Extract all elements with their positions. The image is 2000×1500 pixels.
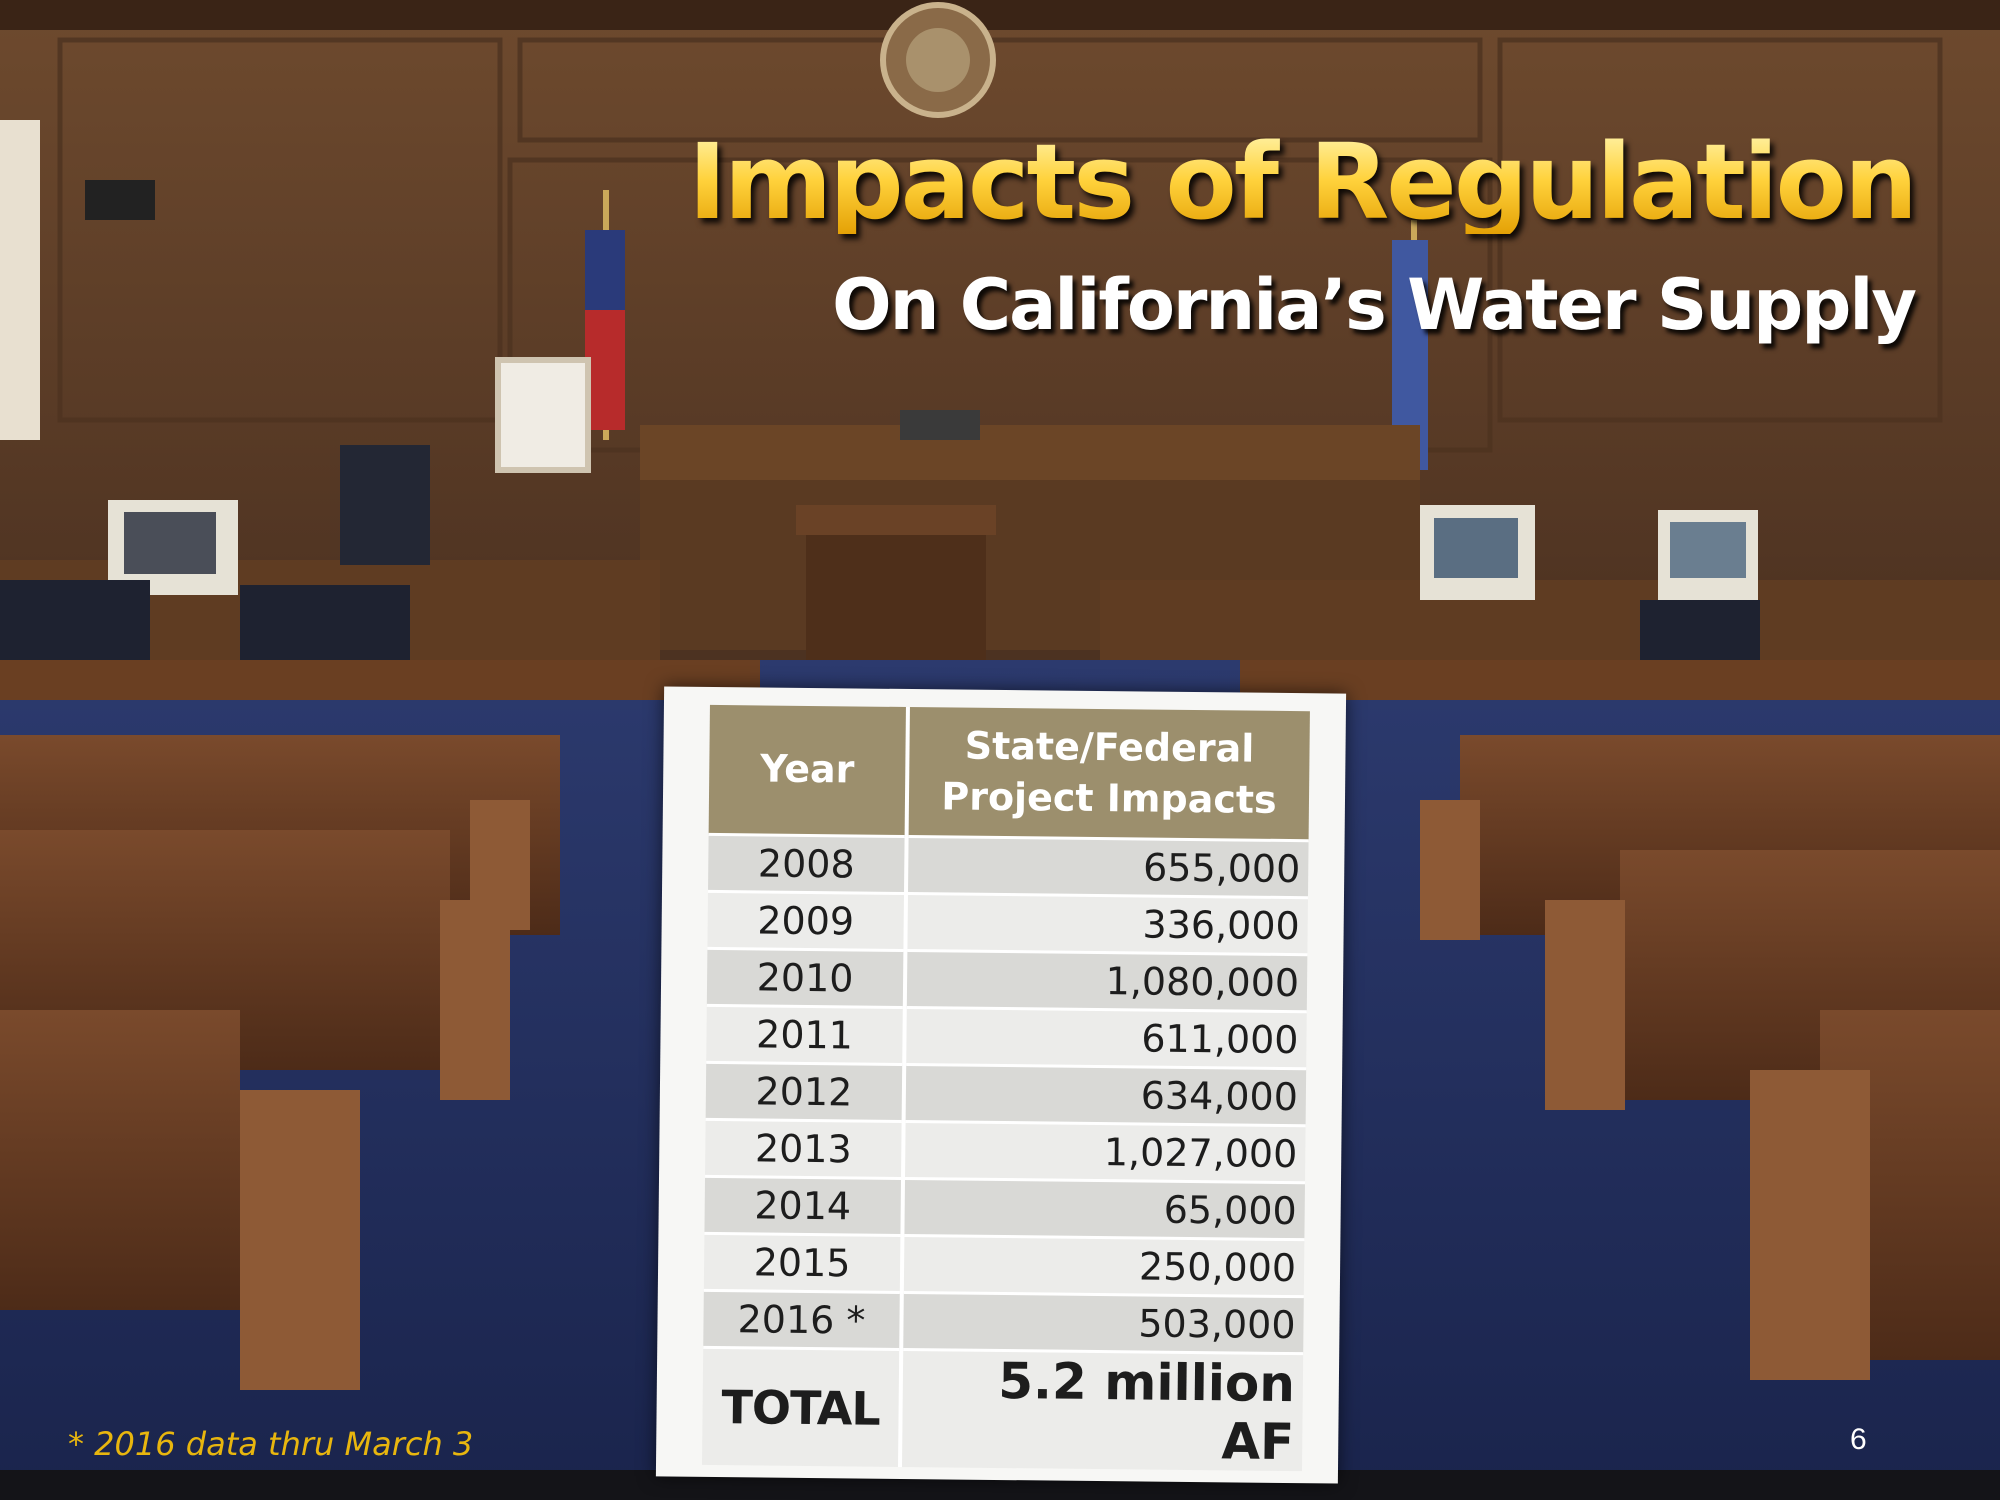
- table-row: 2015 250,000: [703, 1233, 1305, 1297]
- table-total-row: TOTAL 5.2 million AF: [702, 1347, 1304, 1472]
- impact-cell: 655,000: [906, 836, 1309, 898]
- table-row: 2010 1,080,000: [706, 948, 1308, 1012]
- impact-cell: 336,000: [905, 893, 1308, 955]
- table-row: 2008 655,000: [708, 834, 1309, 898]
- impact-cell: 611,000: [904, 1007, 1307, 1069]
- year-cell: 2012: [705, 1062, 905, 1122]
- table-row: 2011 611,000: [706, 1005, 1307, 1069]
- footnote: * 2016 data thru March 3: [68, 1425, 474, 1463]
- impact-cell: 250,000: [901, 1235, 1305, 1297]
- table-row: 2014 65,000: [704, 1176, 1305, 1240]
- total-label: TOTAL: [702, 1347, 902, 1467]
- impacts-table: Year State/Federal Project Impacts 2008 …: [702, 704, 1310, 1472]
- table-row: 2013 1,027,000: [705, 1119, 1306, 1183]
- table-card: Year State/Federal Project Impacts 2008 …: [655, 686, 1347, 1484]
- table-header-row: Year State/Federal Project Impacts: [708, 704, 1310, 841]
- year-cell: 2011: [706, 1005, 905, 1065]
- table-row: 2009 336,000: [707, 891, 1308, 955]
- year-cell: 2009: [707, 891, 907, 951]
- year-cell: 2013: [705, 1119, 904, 1179]
- year-cell: 2008: [708, 834, 907, 894]
- year-cell: 2016 *: [703, 1290, 902, 1350]
- column-header-year: Year: [708, 704, 908, 837]
- total-value: 5.2 million AF: [899, 1349, 1304, 1472]
- table-row: 2016 * 503,000: [703, 1290, 1304, 1354]
- impact-cell: 1,027,000: [903, 1121, 1306, 1183]
- year-cell: 2014: [704, 1176, 904, 1236]
- slide-subtitle: On California’s Water Supply: [832, 264, 1917, 346]
- year-cell: 2010: [706, 948, 906, 1008]
- impact-cell: 503,000: [901, 1292, 1304, 1354]
- impact-cell: 65,000: [902, 1178, 1305, 1240]
- slide-title: Impacts of Regulation: [688, 121, 1918, 243]
- page-number: 6: [1850, 1423, 1867, 1456]
- table-row: 2012 634,000: [705, 1062, 1307, 1126]
- impact-cell: 634,000: [903, 1064, 1307, 1126]
- impact-cell: 1,080,000: [904, 950, 1308, 1012]
- column-header-impacts: State/Federal Project Impacts: [906, 707, 1310, 841]
- year-cell: 2015: [703, 1233, 903, 1293]
